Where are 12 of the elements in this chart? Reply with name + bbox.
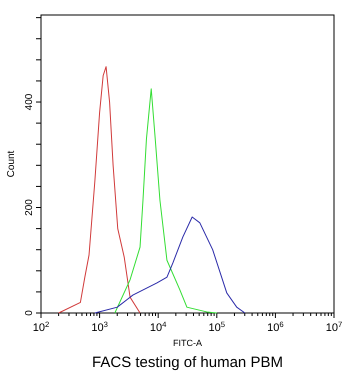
y-axis-title: Count [6,150,17,178]
x-tick-label: 10$^{6}$ [267,320,284,334]
x-tick-label: 10$^{3}$ [91,320,108,334]
y-tick-label: 0 [24,310,35,316]
x-tick-label: 10$^{4}$ [150,320,168,334]
x-tick-label: 10$^{5}$ [208,320,226,334]
x-tick-label: 10$^{7}$ [326,320,342,334]
x-axis-title: FITC-A [173,338,202,348]
y-tick-label: 200 [24,198,35,216]
y-tick-label: 400 [24,93,35,110]
x-tick-label: 10$^{2}$ [32,320,50,334]
text: FACS testing of human PBM [92,354,283,371]
